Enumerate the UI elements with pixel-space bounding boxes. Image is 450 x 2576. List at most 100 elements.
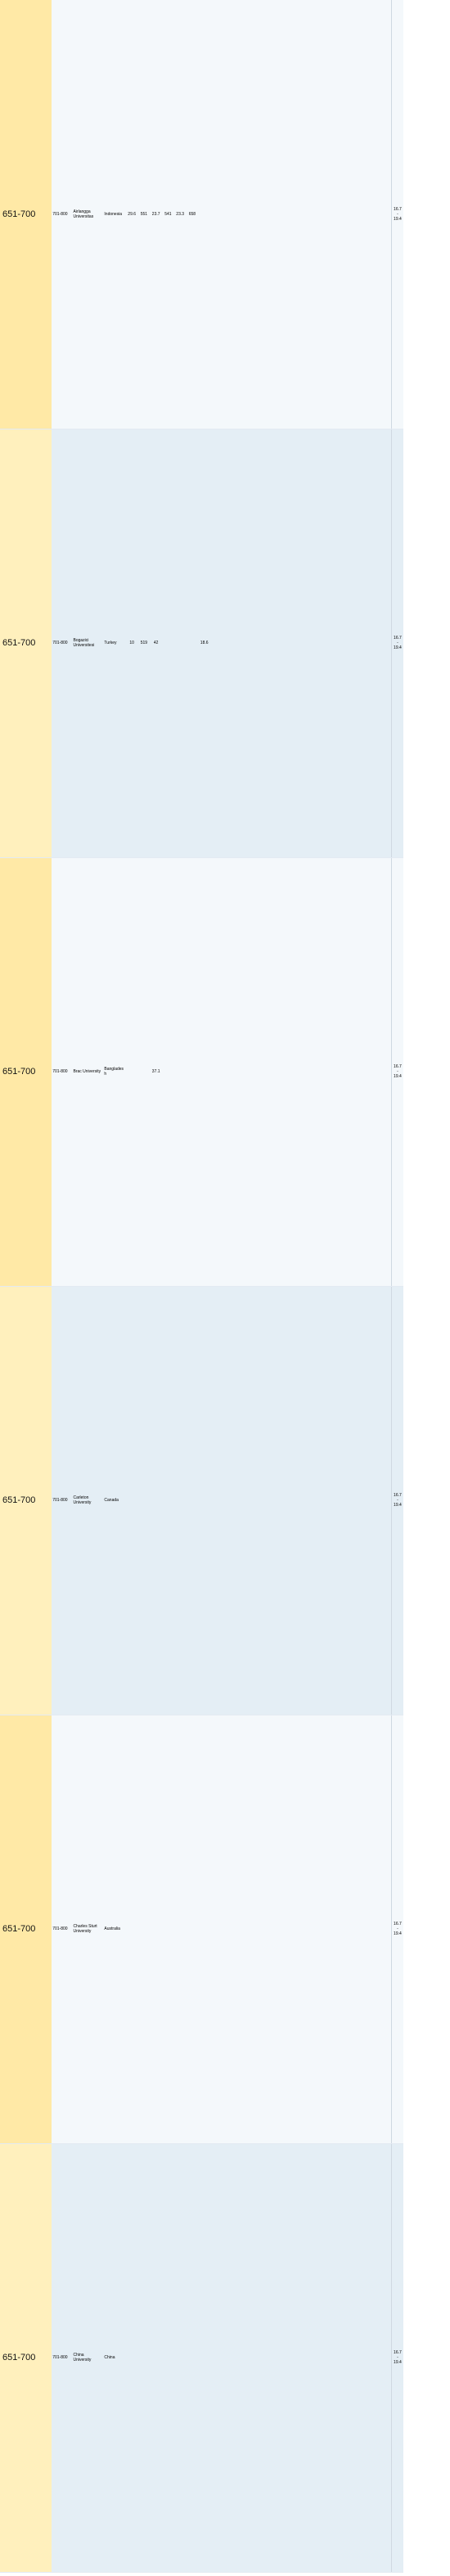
table-row: 651-700 701-800 China University China 16.7 …: [0, 2143, 450, 2573]
metric-cell: [343, 857, 356, 1287]
metric-cell: [259, 2143, 271, 2573]
overall-score-cell: 16.7 - 19.4: [390, 2143, 404, 2573]
metric-cell: [234, 857, 247, 1287]
metric-cell: [222, 857, 235, 1287]
metric-cell: [379, 2143, 392, 2573]
metric-cell: [331, 0, 344, 429]
metric-cell: 42: [150, 429, 163, 858]
metric-cell: [307, 857, 319, 1287]
metric-cell: [173, 429, 187, 858]
metric-cell: [355, 1286, 367, 1715]
table-row: 651-700 701-800 Bogazici Universitesi Turke…: [0, 429, 450, 858]
previous-rank-cell: 701-800: [52, 857, 73, 1287]
country-cell: Indonesia: [103, 0, 126, 429]
metric-cell: [318, 2143, 331, 2573]
metric-cell: [307, 429, 319, 858]
metric-cell: 18.6: [198, 429, 211, 858]
institution-name[interactable]: Charles Sturt University: [72, 1715, 104, 2144]
metric-cell: 23.3: [173, 0, 187, 429]
metric-cell: [162, 857, 174, 1287]
metric-cell: [318, 429, 331, 858]
previous-rank-cell: 701-800: [52, 2143, 73, 2573]
overall-score-cell: 16.7 - 19.4: [390, 429, 404, 858]
institution-name[interactable]: Brac University: [72, 857, 104, 1287]
metric-cell: [259, 857, 271, 1287]
metric-cell: [379, 429, 392, 858]
metric-cell: [282, 857, 295, 1287]
metric-cell: [367, 0, 380, 429]
metric-cell: [282, 1286, 295, 1715]
metric-cell: [367, 429, 380, 858]
metric-cell: [379, 1286, 392, 1715]
metric-cell: [186, 2143, 199, 2573]
metric-cell: [234, 1286, 247, 1715]
metric-cell: [295, 2143, 308, 2573]
metric-cell: [379, 857, 392, 1287]
metric-cell: [210, 2143, 223, 2573]
metric-cell: [198, 1715, 211, 2144]
overall-score-cell: 16.7 - 19.4: [390, 857, 404, 1287]
metric-cell: [331, 429, 344, 858]
metric-cell: [198, 0, 211, 429]
previous-rank-cell: 701-800: [52, 429, 73, 858]
metric-cell: [186, 1715, 199, 2144]
metric-cell: [210, 1286, 223, 1715]
metric-cell: [210, 857, 223, 1287]
institution-name[interactable]: Bogazici Universitesi: [72, 429, 104, 858]
table-row: 651-700 701-800 Brac University Bangladesh 3…: [0, 857, 450, 1287]
metric-cell: [307, 1715, 319, 2144]
metric-cell: [162, 1715, 174, 2144]
metric-cell: [367, 1715, 380, 2144]
metric-cell: [355, 1715, 367, 2144]
metric-cell: [150, 1715, 163, 2144]
institution-name[interactable]: Airlangga Universitas: [72, 0, 104, 429]
metric-cell: [137, 2143, 151, 2573]
metric-cell: [246, 2143, 259, 2573]
metric-cell: [343, 1286, 356, 1715]
metric-cell: [270, 0, 283, 429]
rank-cell: 651-700: [0, 429, 52, 858]
country-cell: Canada: [103, 1286, 126, 1715]
metric-cell: [343, 2143, 356, 2573]
metric-cell: [125, 1286, 138, 1715]
rank-cell: 651-700: [0, 0, 52, 429]
metric-cell: 37.1: [150, 857, 163, 1287]
metric-cell: [246, 857, 259, 1287]
metric-cell: [282, 2143, 295, 2573]
metric-cell: [210, 429, 223, 858]
metric-cell: 10: [125, 429, 138, 858]
metric-cell: [270, 1286, 283, 1715]
metric-cell: [125, 857, 138, 1287]
institution-name[interactable]: China University: [72, 2143, 104, 2573]
institution-name[interactable]: Carleton University: [72, 1286, 104, 1715]
metric-cell: [282, 429, 295, 858]
overall-score-cell: 16.7 - 19.4: [390, 1715, 404, 2144]
metric-cell: [186, 429, 199, 858]
metric-cell: 658: [186, 0, 199, 429]
metric-cell: [318, 0, 331, 429]
metric-cell: [270, 1715, 283, 2144]
table-row: 651-700 701-800 Carleton University Canada 1…: [0, 1286, 450, 1715]
previous-rank-cell: 701-800: [52, 1715, 73, 2144]
metric-cell: [222, 429, 235, 858]
metric-cell: [246, 0, 259, 429]
metric-cell: [173, 1286, 187, 1715]
metric-cell: [234, 429, 247, 858]
metric-cell: [234, 1715, 247, 2144]
metric-cell: [198, 857, 211, 1287]
metric-cell: [343, 1715, 356, 2144]
country-cell: Australia: [103, 1715, 126, 2144]
metric-cell: [367, 1286, 380, 1715]
metric-cell: 551: [137, 0, 151, 429]
rank-cell: 651-700: [0, 1286, 52, 1715]
metric-cell: [367, 2143, 380, 2573]
metric-cell: [318, 857, 331, 1287]
metric-cell: [234, 2143, 247, 2573]
metric-cell: 519: [137, 429, 151, 858]
metric-cell: [246, 429, 259, 858]
metric-cell: [234, 0, 247, 429]
metric-cell: [222, 0, 235, 429]
metric-cell: [355, 2143, 367, 2573]
overall-score-cell: 16.7 - 19.4: [390, 0, 404, 429]
metric-cell: [343, 0, 356, 429]
